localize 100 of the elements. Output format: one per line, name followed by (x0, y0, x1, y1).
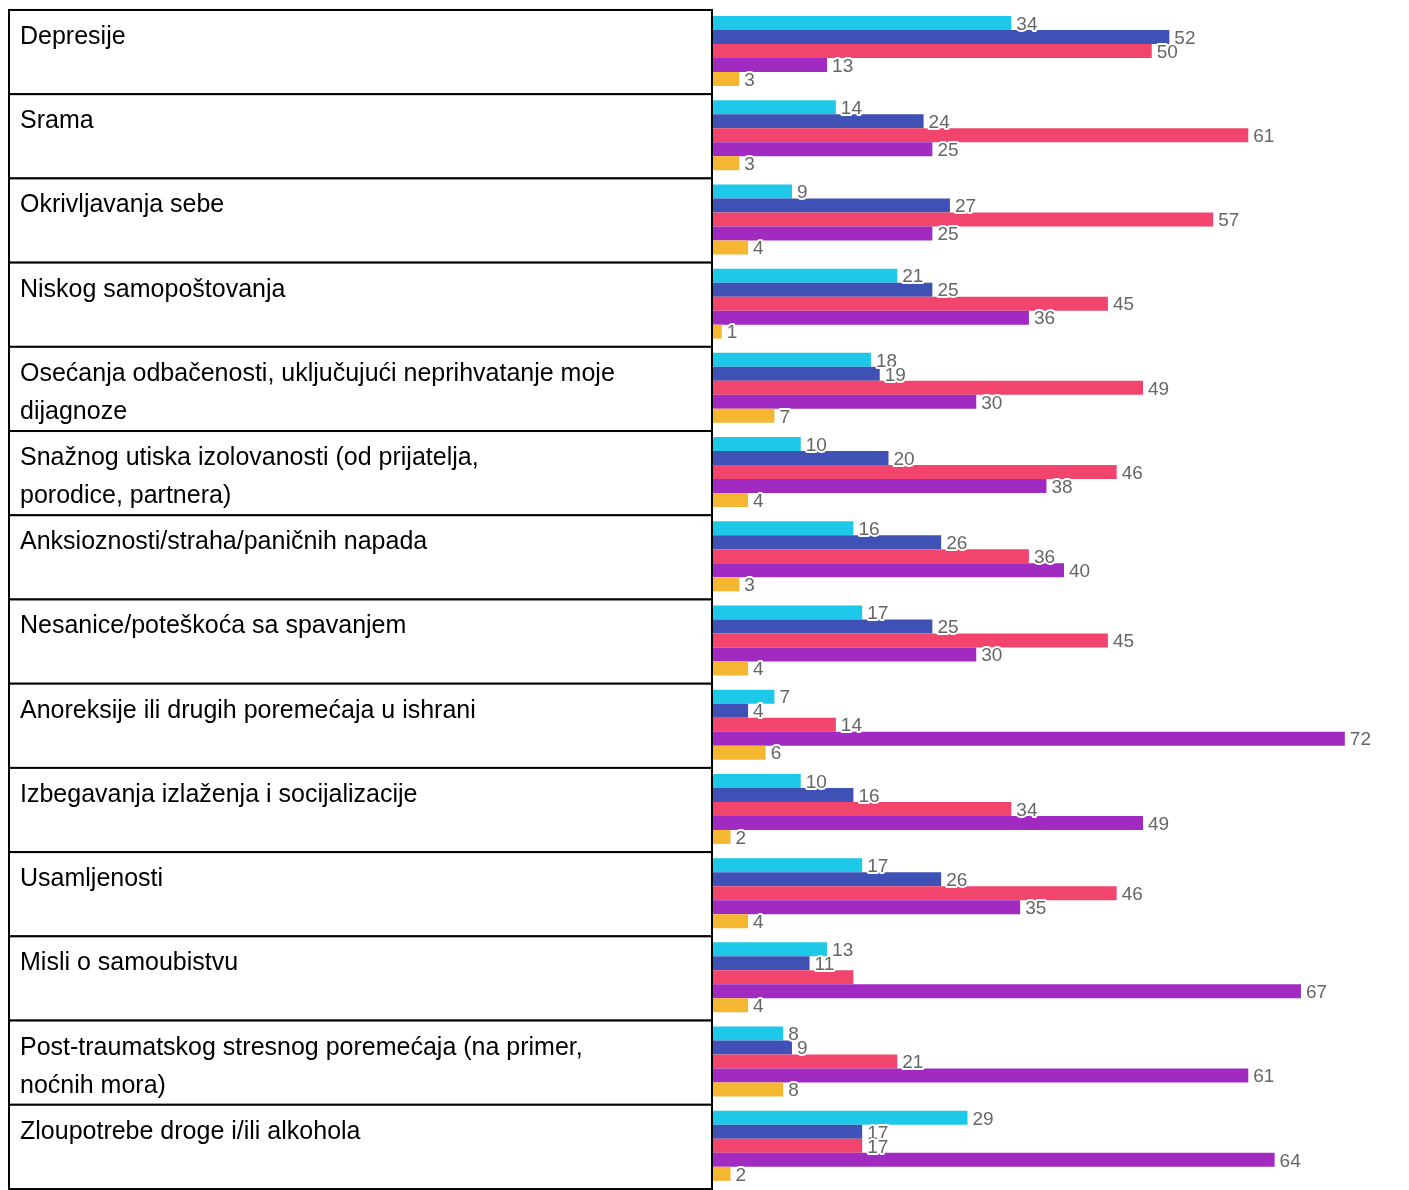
bar (713, 366, 880, 381)
bar (713, 16, 1012, 30)
data-label: 14 (840, 714, 863, 736)
bar (713, 605, 863, 620)
bar (713, 886, 1117, 901)
bar (713, 619, 933, 634)
bar (713, 1110, 968, 1125)
bar (713, 114, 924, 129)
data-label: 20 (893, 447, 915, 469)
y-tick-label: Anoreksije ili drugih poremećaja u ishrani (20, 694, 476, 723)
bar (713, 408, 775, 423)
bar (713, 745, 766, 760)
data-label: 21 (902, 265, 924, 287)
data-label: 13 (832, 939, 854, 961)
data-label: 45 (1112, 630, 1135, 652)
bar (713, 44, 1152, 58)
data-label: 7 (779, 686, 790, 708)
bar (713, 717, 836, 732)
data-label: 25 (937, 279, 959, 301)
data-label: 4 (753, 700, 765, 722)
y-tick-label: Okrivljavanja sebe (20, 189, 225, 218)
data-label: 3 (744, 574, 755, 596)
data-label: 46 (1121, 882, 1143, 904)
data-label: 34 (1016, 798, 1038, 820)
bar (713, 787, 854, 802)
data-label: 36 (1033, 307, 1056, 329)
bar (713, 1054, 898, 1069)
bar (713, 465, 1117, 480)
data-label: 46 (1121, 461, 1143, 483)
data-label: 1 (726, 321, 738, 343)
bar (713, 633, 1108, 648)
bar (713, 942, 828, 957)
bar (713, 479, 1047, 494)
bar (713, 1040, 792, 1055)
bar (713, 142, 933, 157)
bar (713, 647, 977, 662)
bar (713, 689, 775, 704)
data-label: 61 (1253, 1065, 1275, 1087)
data-label: 16 (858, 518, 880, 540)
data-label: 64 (1279, 1149, 1302, 1171)
y-tick-label: Nesanice/poteškoća sa spavanjem (20, 610, 407, 639)
y-tick-label: Zloupotrebe droge i/ili alkohola (20, 1115, 361, 1144)
bar (713, 956, 810, 971)
data-label: 35 (1025, 896, 1047, 918)
data-label: 38 (1051, 475, 1073, 497)
data-label: 25 (937, 138, 959, 160)
y-tick-label: Post-traumatskog stresnog poremećaja (na primer, noćnih mora) (20, 1031, 583, 1098)
bar (713, 128, 1249, 143)
data-label: 25 (937, 616, 959, 638)
y-tick-label: Depresije (20, 20, 126, 49)
data-label: 2 (735, 1163, 747, 1185)
bar (713, 731, 1345, 746)
bar (713, 661, 749, 676)
y-tick-label: Snažnog utiska izolovanosti (od prijatelja, porodice, partnera) (20, 442, 479, 509)
data-label: 8 (788, 1079, 799, 1101)
bar (713, 1082, 784, 1097)
y-tick-label: Niskog samopoštovanja (20, 273, 286, 302)
bar (713, 1124, 863, 1139)
bar (713, 829, 731, 844)
bar (713, 240, 749, 255)
bar (713, 998, 749, 1013)
y-tick-label: Osećanja odbačenosti, uključujući neprihvatanje moje dijagnoze (20, 357, 615, 424)
data-label: 4 (753, 995, 765, 1017)
data-label: 6 (770, 742, 782, 764)
bar (713, 58, 828, 72)
data-label: 11 (814, 953, 835, 975)
data-label: 16 (858, 784, 880, 806)
data-label: 72 (1349, 728, 1371, 750)
bar (713, 212, 1214, 227)
data-label: 2 (735, 826, 747, 848)
data-label: 27 (954, 195, 977, 217)
y-tick-label: Usamljenosti (20, 863, 164, 892)
data-label: 4 (753, 237, 765, 259)
bar (713, 296, 1108, 311)
bar (713, 773, 801, 788)
bar (713, 914, 749, 929)
data-label: 61 (1253, 124, 1275, 146)
data-label: 30 (981, 391, 1003, 413)
bar (713, 198, 950, 213)
data-label: 36 (1033, 546, 1056, 568)
y-tick-label: Izbegavanja izlaženja i socijalizacije (20, 778, 418, 807)
data-label: 40 (1069, 560, 1091, 582)
data-label: 30 (981, 644, 1003, 666)
bar (713, 521, 854, 536)
bar (713, 184, 792, 199)
bar (713, 30, 1170, 44)
bar (713, 577, 740, 592)
data-label: 24 (928, 110, 951, 132)
data-label: 9 (796, 181, 808, 203)
bar (713, 563, 1065, 578)
bar (713, 703, 749, 718)
bar (713, 801, 1012, 816)
bar (713, 970, 854, 985)
bar (713, 1152, 1275, 1167)
bar (713, 437, 801, 452)
data-label: 21 (902, 1051, 924, 1073)
data-label: 14 (840, 96, 863, 118)
y-tick-label: Srama (20, 105, 94, 134)
bar (713, 352, 871, 367)
data-label: 26 (946, 532, 968, 554)
